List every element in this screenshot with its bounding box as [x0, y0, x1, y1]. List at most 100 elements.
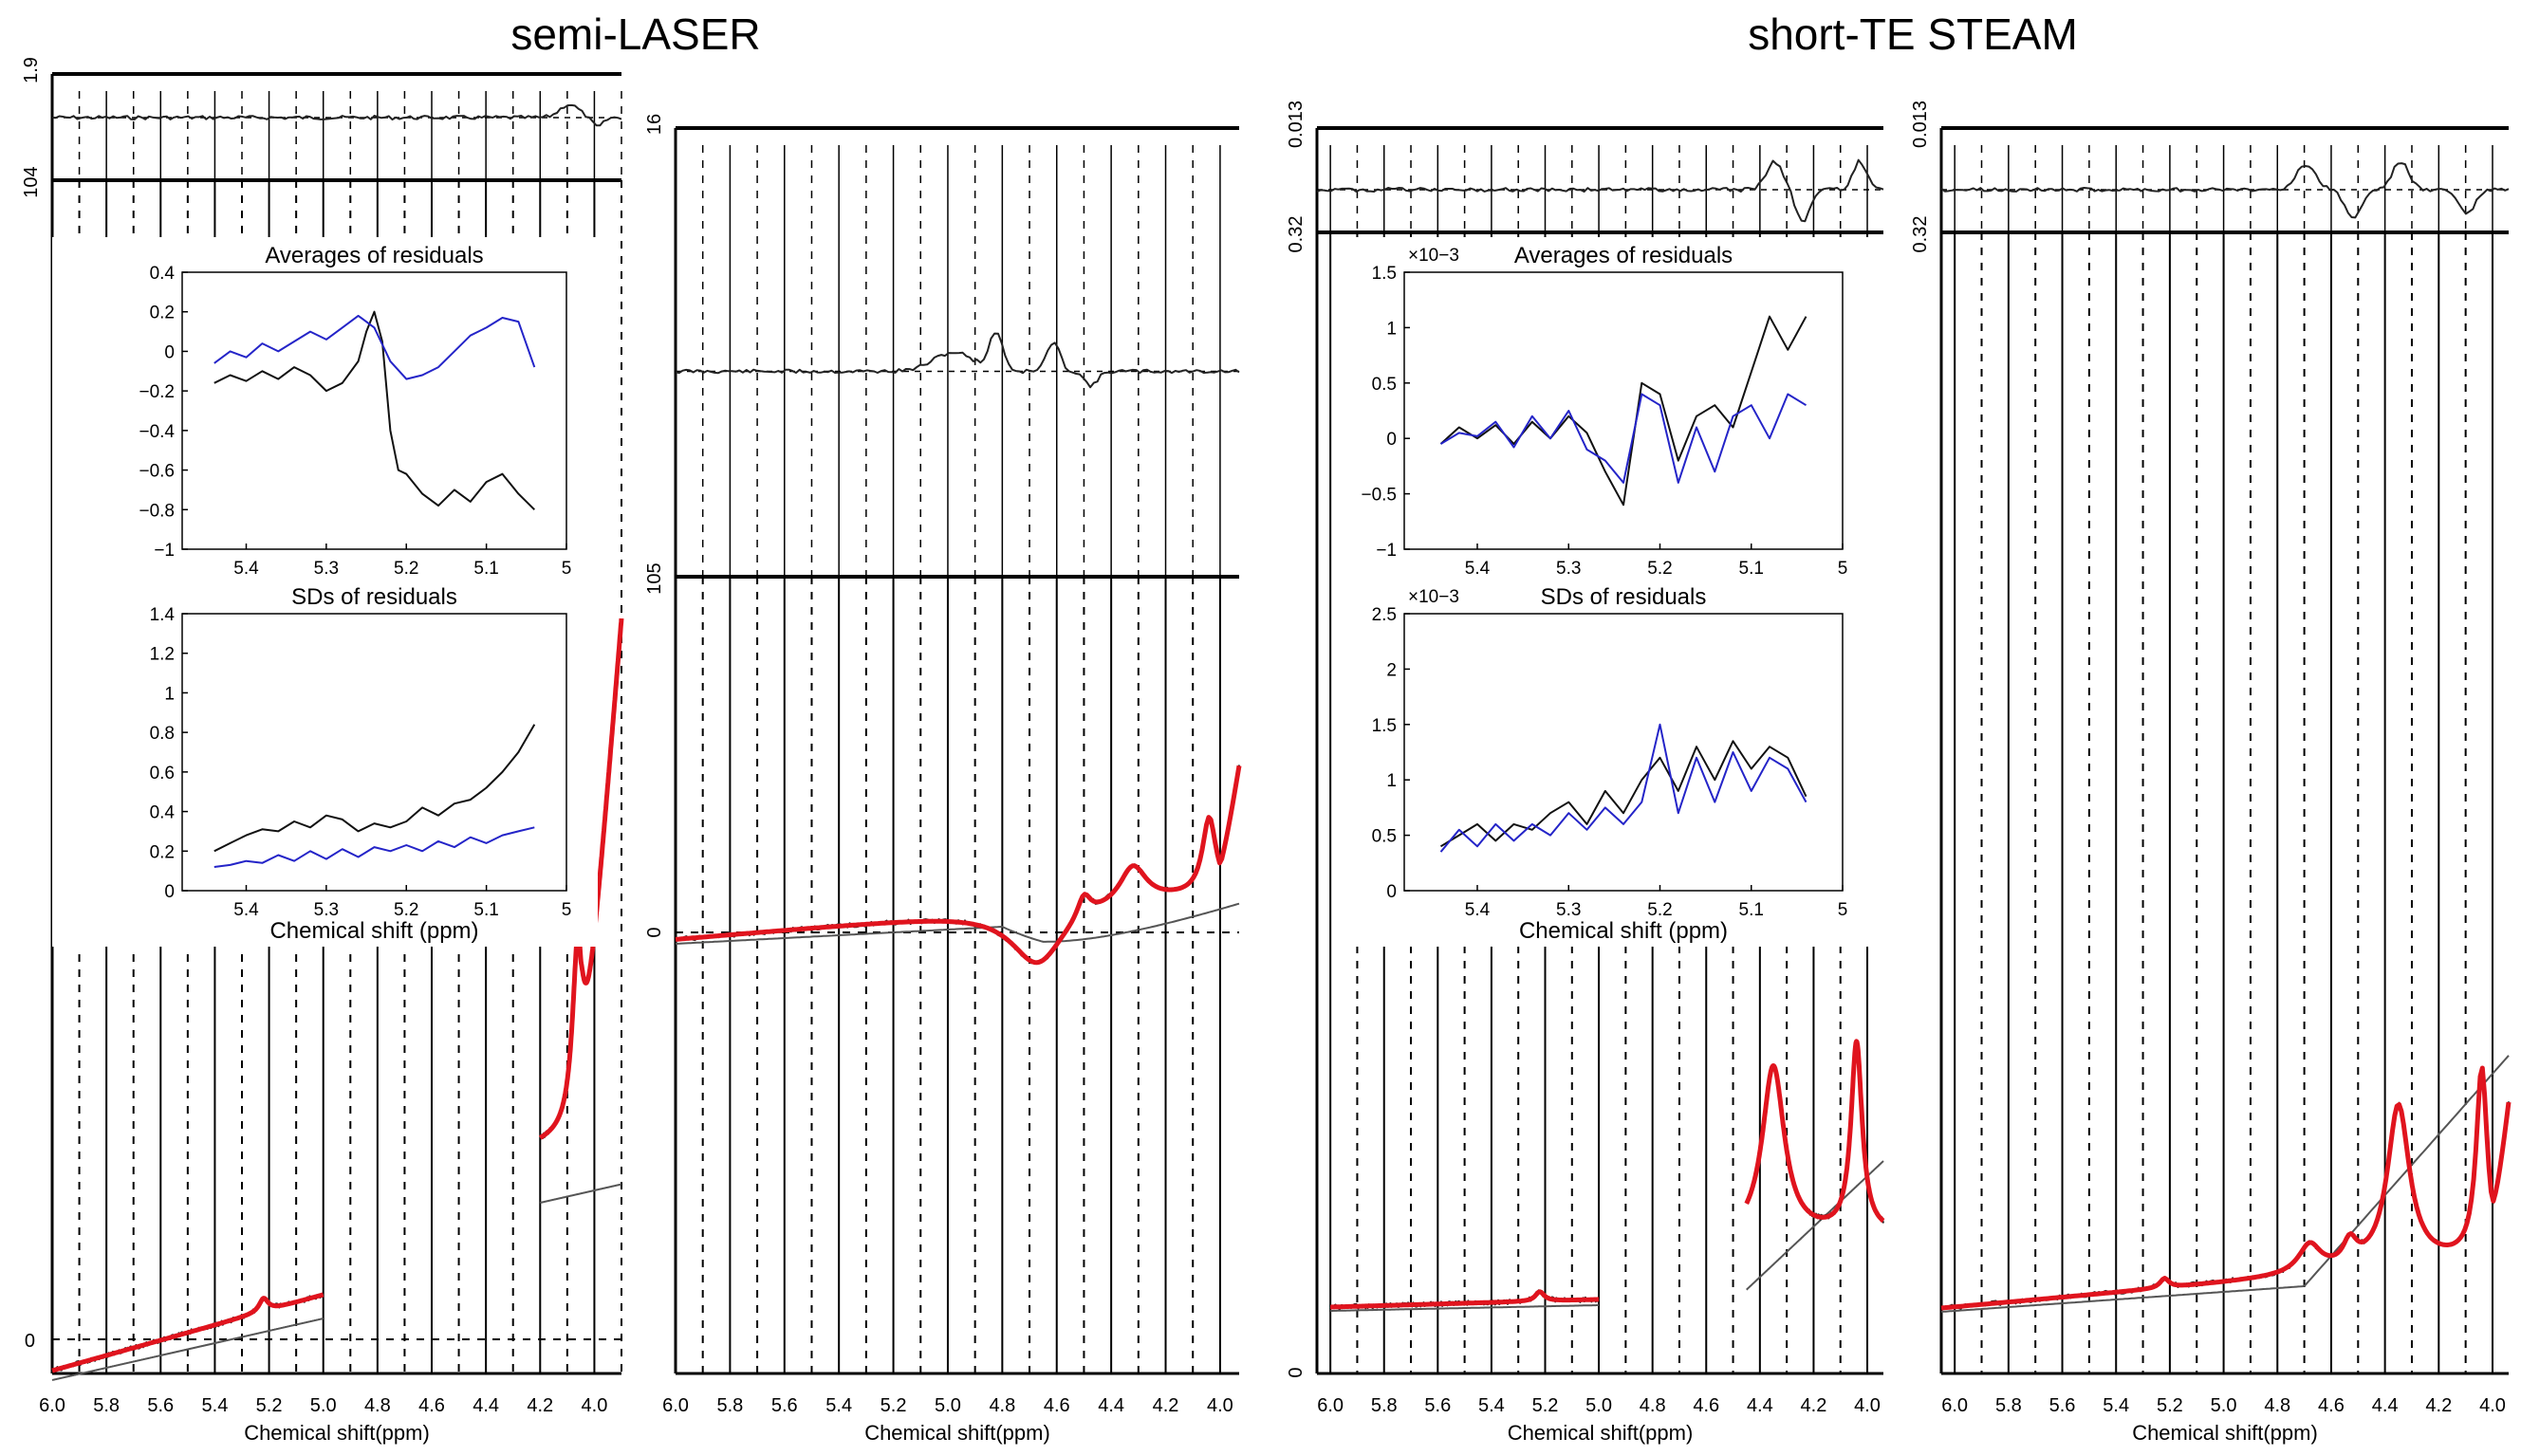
semi-laser-left-inset-0-y-tick-label: 0: [164, 342, 175, 362]
steam-left-inset-1-x-axis-label: Chemical shift (ppm): [1519, 918, 1728, 944]
steam-right-x-tick-label: 5.0: [2211, 1395, 2237, 1416]
steam-left-inset-0-exponent: ×10−3: [1408, 246, 1459, 266]
semi-laser-left-x-tick-label: 4.4: [473, 1395, 499, 1416]
semi-laser-right-x-tick-label: 4.0: [1207, 1395, 1233, 1416]
steam-left-inset-0-title: Averages of residuals: [1514, 243, 1733, 268]
steam-right-residual-trace: [1940, 162, 2510, 219]
steam-right-x-tick-label: 4.2: [2425, 1395, 2452, 1416]
steam-left-inset-0-y-tick-label: −0.5: [1361, 486, 1397, 506]
steam-left-y-label-zero: 0: [1286, 1367, 1307, 1377]
semi-laser-left-inset-0-x-tick-label: 5.4: [233, 559, 259, 579]
steam-left-inset-1-title: SDs of residuals: [1541, 584, 1707, 610]
semi-laser-left-inset-1-y-tick-label: 0.6: [150, 764, 175, 783]
steam-left-inset-0-y-tick-label: 0.5: [1372, 375, 1397, 395]
steam-right-x-axis-label: Chemical shift(ppm): [2132, 1421, 2318, 1445]
semi-laser-left-x-tick-label: 5.0: [310, 1395, 337, 1416]
steam-left-inset-1-x-tick-label: 5.3: [1556, 900, 1581, 920]
semi-laser-left-baseline-curve: [51, 1318, 324, 1381]
semi-laser-left-inset-1-x-tick-label: 5.3: [314, 900, 339, 920]
steam-left-inset-1-x-tick-label: 5.1: [1739, 900, 1764, 920]
steam-right-x-tick-label: 5.8: [1995, 1395, 2022, 1416]
semi-laser-left-inset-1-y-tick-label: 0: [164, 882, 175, 902]
semi-laser-right-y-label-residual-bottom: 105: [644, 562, 665, 594]
steam-right-x-tick-label: 5.2: [2157, 1395, 2183, 1416]
semi-laser-left-inset-0-y-tick-label: −0.8: [139, 501, 175, 521]
semi-laser-right-baseline-curve: [675, 902, 1240, 945]
semi-laser-left-inset-0-y-tick-label: −0.2: [139, 382, 175, 402]
steam-left-x-tick-label: 5.8: [1371, 1395, 1398, 1416]
semi-laser-right-y-label-zero: 0: [644, 927, 665, 937]
semi-laser-right-x-tick-label: 4.6: [1044, 1395, 1070, 1416]
steam-left-inset-1-y-tick-label: 2: [1386, 660, 1397, 680]
semi-laser-left-x-tick-label: 4.6: [418, 1395, 445, 1416]
semi-laser-left-inset-1-x-tick-label: 5.1: [473, 900, 498, 920]
steam-left-inset-0-x-tick-label: 5: [1838, 559, 1848, 579]
steam-left-x-tick-label: 4.0: [1854, 1395, 1881, 1416]
semi-laser-left-x-axis-label: Chemical shift(ppm): [244, 1421, 430, 1445]
steam-left-inset-0-x-tick-label: 5.1: [1739, 559, 1764, 579]
semi-laser-left-residual-trace: [51, 103, 622, 127]
steam-left-baseline-curve: [1746, 1160, 1884, 1291]
steam-left-inset-1-y-tick-label: 1: [1386, 771, 1397, 791]
semi-laser-right-fit-curve: [675, 765, 1242, 966]
steam-left-fit-curve: [1744, 1039, 1885, 1224]
steam-left-inset-0-x-tick-label: 5.4: [1465, 559, 1491, 579]
steam-left-fit-curve: [1328, 1289, 1601, 1310]
steam-left-inset-1-frame: [1403, 613, 1844, 892]
steam-left-y-label-residual-top: 0.013: [1286, 101, 1307, 148]
semi-laser-right-x-tick-label: 4.4: [1098, 1395, 1124, 1416]
steam-left-inset-0-x-tick-label: 5.2: [1647, 559, 1672, 579]
semi-laser-left-inset-0-y-tick-label: −1: [154, 541, 175, 561]
steam-left-inset-1-y-tick-label: 0: [1386, 882, 1397, 902]
steam-left-x-tick-label: 5.2: [1532, 1395, 1559, 1416]
semi-laser-right-x-tick-label: 5.0: [935, 1395, 961, 1416]
semi-laser-left-inset-0-title: Averages of residuals: [265, 243, 483, 268]
steam-left-x-tick-label: 4.8: [1640, 1395, 1666, 1416]
semi-laser-right-x-tick-label: 6.0: [662, 1395, 689, 1416]
semi-laser-left-inset-1-x-axis-label: Chemical shift (ppm): [269, 918, 478, 944]
semi-laser-left-inset-0-x-tick-label: 5.1: [473, 559, 498, 579]
semi-laser-left-inset-0-series-black: [213, 310, 536, 511]
semi-laser-left-inset-0-y-tick-label: 0.4: [150, 264, 176, 284]
steam-left-inset-0-frame: [1403, 271, 1844, 550]
steam-left-inset-0-y-tick-label: 1: [1386, 319, 1397, 339]
steam-left-inset-0-y-tick-label: 1.5: [1372, 264, 1397, 284]
semi-laser-left-inset-0-y-tick-label: 0.2: [150, 304, 175, 323]
steam-left-inset-1-series-black: [1439, 740, 1807, 848]
steam-left-baseline-curve: [1330, 1304, 1600, 1312]
steam-left-inset-1-series-blue: [1439, 723, 1807, 853]
steam-left-inset-1-y-tick-label: 1.5: [1372, 716, 1397, 736]
steam-left-x-tick-label: 4.6: [1693, 1395, 1719, 1416]
semi-laser-left-fit-curve: [538, 617, 624, 1140]
steam-left-inset-1-x-tick-label: 5: [1838, 900, 1848, 920]
steam-right-x-tick-label: 6.0: [1941, 1395, 1968, 1416]
title-short-te-steam: short-TE STEAM: [1748, 9, 2078, 59]
semi-laser-left-inset-0-series-blue: [213, 314, 536, 380]
steam-left-inset-0-y-tick-label: −1: [1376, 541, 1397, 561]
semi-laser-left-inset-1-frame: [181, 613, 567, 892]
steam-right-x-tick-label: 4.6: [2318, 1395, 2345, 1416]
steam-left-x-tick-label: 6.0: [1317, 1395, 1344, 1416]
semi-laser-left-inset-0-y-tick-label: −0.4: [139, 422, 175, 442]
steam-left-x-tick-label: 5.4: [1478, 1395, 1505, 1416]
title-semi-laser: semi-LASER: [510, 9, 760, 59]
semi-laser-left-inset-1-y-tick-label: 0.8: [150, 724, 175, 744]
steam-right-x-tick-label: 4.8: [2264, 1395, 2290, 1416]
semi-laser-left-x-tick-label: 4.8: [364, 1395, 391, 1416]
semi-laser-left-y-label-residual-bottom: 104: [21, 166, 42, 197]
steam-left-inset-1-x-tick-label: 5.4: [1465, 900, 1491, 920]
semi-laser-left-inset-1-y-tick-label: 0.2: [150, 842, 175, 862]
steam-right-fit-curve: [1940, 1065, 2512, 1311]
steam-left-x-tick-label: 4.4: [1747, 1395, 1773, 1416]
steam-right-baseline-curve: [1940, 1055, 2510, 1313]
semi-laser-right-x-axis-label: Chemical shift(ppm): [864, 1421, 1050, 1445]
steam-left-y-label-residual-bottom: 0.32: [1286, 216, 1307, 253]
semi-laser-right-residual-trace: [675, 332, 1240, 389]
steam-left-inset-1-y-tick-label: 0.5: [1372, 827, 1397, 847]
semi-laser-left-x-tick-label: 5.2: [256, 1395, 283, 1416]
semi-laser-right-x-tick-label: 4.2: [1153, 1395, 1179, 1416]
steam-left-x-tick-label: 5.6: [1424, 1395, 1451, 1416]
semi-laser-left-inset-1-y-tick-label: 1: [164, 684, 175, 704]
steam-left-x-tick-label: 5.0: [1585, 1395, 1612, 1416]
semi-laser-left-x-tick-label: 4.2: [527, 1395, 553, 1416]
